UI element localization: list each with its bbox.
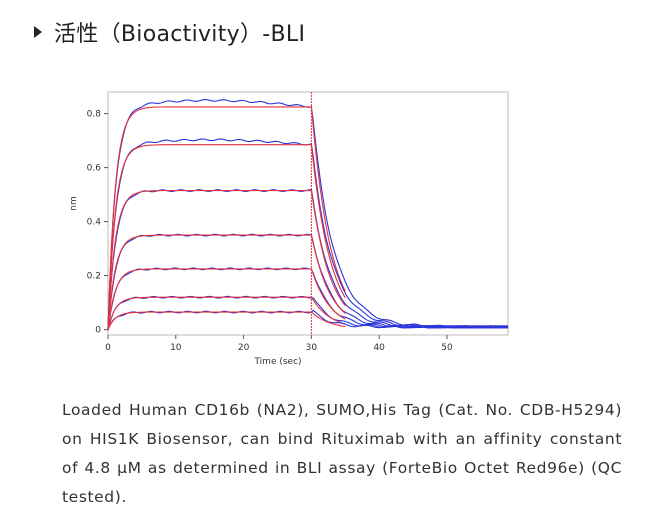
x-tick-label: 10 <box>170 343 182 353</box>
y-tick-label: 0.4 <box>87 218 102 228</box>
fit-curve <box>107 190 346 330</box>
x-tick-label: 50 <box>441 343 453 353</box>
x-axis-label: Time (sec) <box>253 357 301 367</box>
section-header: 活性（Bioactivity）-BLI <box>34 14 305 50</box>
y-tick-label: 0.6 <box>87 164 102 174</box>
plot-frame <box>107 91 509 336</box>
fit-curve <box>107 106 346 330</box>
fit-curve <box>107 268 346 330</box>
fit-curve <box>107 311 346 330</box>
x-tick-label: 20 <box>238 343 250 353</box>
fit-curve <box>107 144 346 330</box>
fit-curve <box>107 296 346 330</box>
triangle-bullet-icon <box>34 26 42 38</box>
y-axis-label: nm <box>69 196 79 210</box>
x-tick-label: 40 <box>373 343 385 353</box>
bli-chart: 0 10 20 30 40 50 0 0.2 0.4 0.6 0.8 Time (sec) nm <box>60 78 530 378</box>
x-tick-label: 30 <box>306 343 318 353</box>
y-tick-label: 0 <box>95 326 101 336</box>
fit-curve <box>107 234 346 330</box>
y-tick-label: 0.8 <box>87 110 102 120</box>
x-tick-label: 0 <box>105 343 111 353</box>
bli-chart-svg: 0 10 20 30 40 50 0 0.2 0.4 0.6 0.8 Time (sec) nm <box>69 91 509 367</box>
section-title: 活性（Bioactivity）-BLI <box>54 22 306 47</box>
y-tick-label: 0.2 <box>87 272 101 282</box>
figure-caption: Loaded Human CD16b (NA2), SUMO,His Tag (… <box>62 401 622 506</box>
